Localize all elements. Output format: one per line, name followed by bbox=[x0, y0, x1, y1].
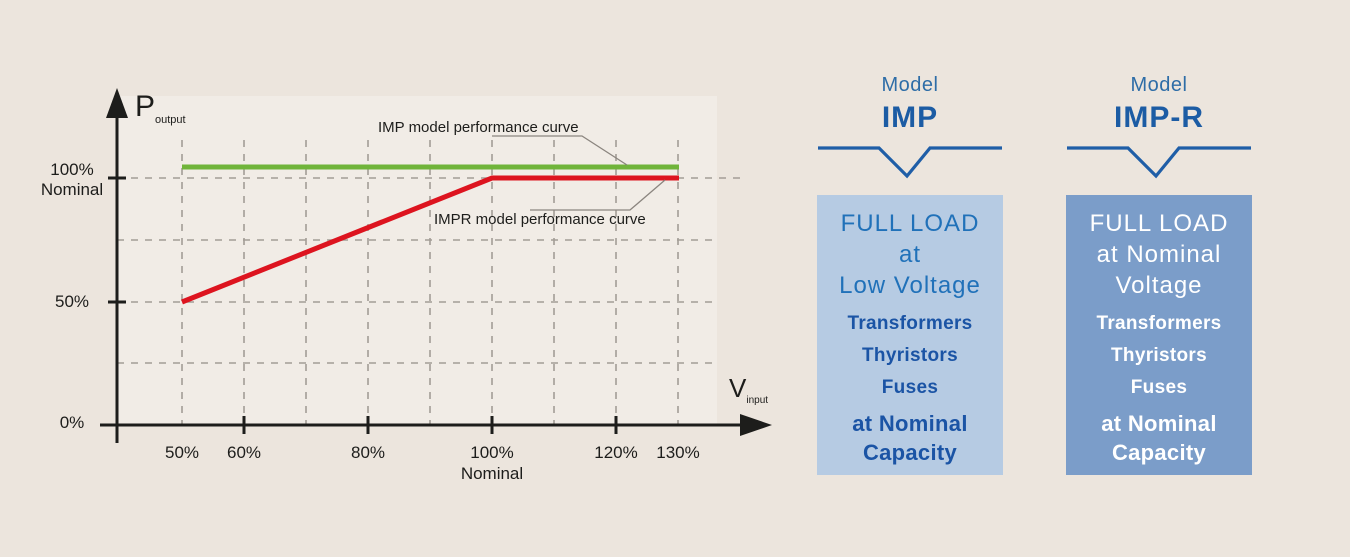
y-axis-title-sub: output bbox=[155, 114, 186, 126]
x-axis-title-main: V bbox=[729, 373, 747, 403]
list-item: Fuses bbox=[881, 377, 939, 398]
infobox-impr-footer: at Nominal Capacity bbox=[1101, 411, 1217, 465]
column-imp: Model IMP FULL LOAD at Low Voltage Trans… bbox=[817, 60, 1003, 500]
y-tick-100: 100% Nominal bbox=[17, 160, 127, 200]
bracket-pointer-icon bbox=[1067, 146, 1251, 179]
infobox-impr-headline: FULL LOAD at Nominal Voltage bbox=[1089, 210, 1229, 299]
y-axis-title-main: P bbox=[135, 90, 156, 123]
annotation-leaders bbox=[492, 135, 666, 211]
y-tick-100-sublabel: Nominal bbox=[40, 180, 104, 199]
column-impr: Model IMP-R FULL LOAD at Nominal Voltage… bbox=[1066, 60, 1252, 500]
y-tick-100-label: 100% bbox=[50, 160, 94, 179]
bracket-pointer-icon bbox=[818, 146, 1002, 179]
model-label: Model bbox=[881, 74, 939, 96]
x-tick-130: 130% bbox=[656, 443, 700, 462]
y-axis-title: Poutput bbox=[135, 90, 186, 126]
infobox-impr-items: Transformers Thyristors Fuses bbox=[1066, 308, 1252, 404]
infobox-impr: FULL LOAD at Nominal Voltage Transformer… bbox=[1066, 195, 1252, 475]
x-axis-title: Vinput bbox=[729, 373, 768, 406]
imp-leader-line bbox=[492, 135, 628, 166]
infobox-imp-footer: at Nominal Capacity bbox=[852, 411, 968, 465]
infobox-imp: FULL LOAD at Low Voltage Transformers Th… bbox=[817, 195, 1003, 475]
list-item: Thyristors bbox=[1111, 345, 1207, 366]
performance-chart bbox=[100, 88, 772, 443]
gridlines bbox=[117, 140, 740, 425]
impr-curve-annotation: IMPR model performance curve bbox=[434, 211, 646, 228]
y-tick-0-label: 0% bbox=[59, 413, 85, 432]
list-item: Transformers bbox=[847, 313, 973, 334]
imp-curve-annotation: IMP model performance curve bbox=[378, 119, 579, 136]
model-name-impr: IMP-R bbox=[1114, 101, 1204, 134]
infobox-imp-headline: FULL LOAD at Low Voltage bbox=[839, 210, 981, 299]
x-axis-title-sub: input bbox=[746, 395, 769, 407]
plot-area bbox=[117, 96, 717, 425]
impr-leader-line bbox=[530, 179, 666, 211]
impr-curve bbox=[181, 175, 679, 305]
list-item: Fuses bbox=[1130, 377, 1188, 398]
y-axis-arrow-icon bbox=[106, 88, 128, 118]
model-name-imp: IMP bbox=[881, 101, 939, 134]
infobox-imp-items: Transformers Thyristors Fuses bbox=[817, 308, 1003, 404]
y-tick-50: 50% bbox=[17, 292, 127, 312]
x-axis-arrow-icon bbox=[740, 414, 772, 436]
model-label: Model bbox=[1130, 74, 1188, 96]
x-tick-60: 60% bbox=[226, 443, 262, 462]
y-tick-50-label: 50% bbox=[54, 292, 90, 311]
x-tick-50: 50% bbox=[164, 443, 200, 462]
x-tick-80: 80% bbox=[350, 443, 386, 462]
x-tick-120: 120% bbox=[594, 443, 638, 462]
y-tick-0: 0% bbox=[17, 413, 127, 433]
axes bbox=[100, 104, 745, 443]
x-tick-100-sublabel: Nominal bbox=[460, 464, 524, 483]
list-item: Transformers bbox=[1096, 313, 1222, 334]
list-item: Thyristors bbox=[862, 345, 958, 366]
x-tick-100: 100% bbox=[470, 443, 514, 462]
